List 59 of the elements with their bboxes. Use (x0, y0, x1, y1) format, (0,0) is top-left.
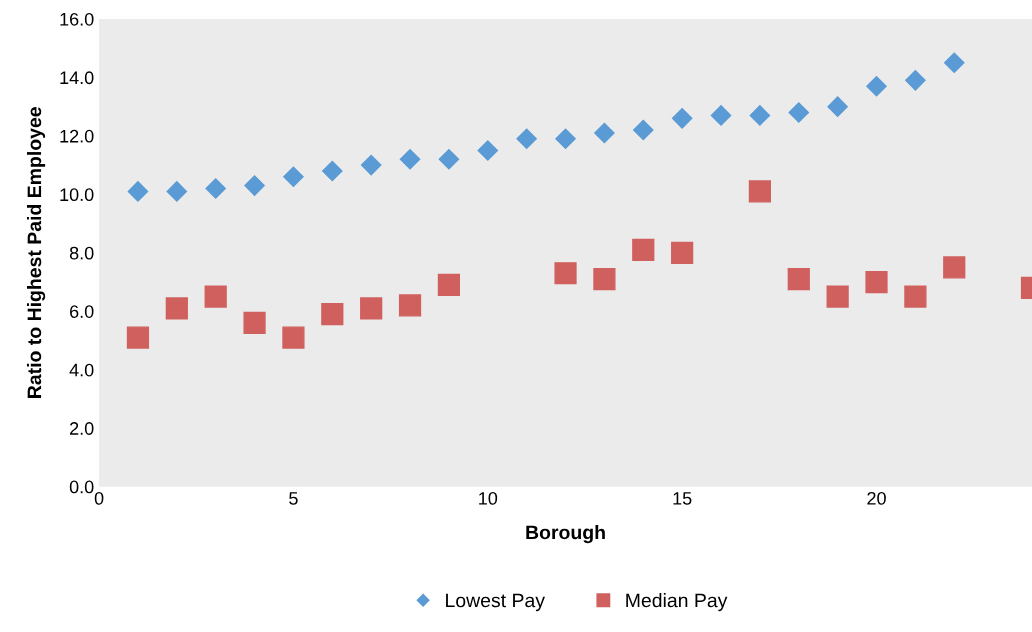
point (827, 96, 848, 117)
point (360, 154, 382, 176)
point (438, 148, 460, 170)
x-tick-label: 15 (673, 492, 692, 505)
point (126, 326, 150, 349)
point (398, 294, 422, 317)
point (671, 241, 694, 264)
y-tick-label: 8.0 (69, 246, 94, 260)
point (710, 105, 732, 126)
point (632, 238, 655, 261)
y-tick-label: 0.0 (69, 480, 94, 494)
point (633, 119, 654, 141)
point (516, 128, 537, 150)
y-tick-label: 6.0 (70, 305, 94, 318)
point (127, 181, 149, 202)
point (165, 297, 188, 320)
point (399, 148, 421, 170)
y-axis-title: Ratio to Highest Paid Employee (26, 107, 46, 398)
y-tick-label: 12.0 (60, 129, 94, 143)
point (866, 75, 887, 97)
point (555, 128, 576, 150)
point (554, 262, 577, 285)
point (166, 181, 188, 202)
y-tick-label: 2.0 (70, 422, 94, 435)
point (321, 303, 344, 326)
point (243, 311, 266, 335)
legend-label: Lowest Pay (446, 593, 545, 612)
point (322, 160, 343, 182)
point (865, 270, 888, 294)
x-tick-label: 10 (479, 491, 498, 505)
point (283, 166, 304, 188)
point (204, 285, 227, 308)
point (360, 297, 383, 320)
y-tick-label: 14.0 (60, 71, 94, 85)
x-axis-title: Borough (526, 525, 605, 544)
x-tick-label: 20 (867, 491, 886, 505)
y-tick-label: 4.0 (69, 363, 94, 377)
point (671, 108, 693, 129)
point (787, 267, 810, 291)
point (593, 267, 616, 291)
y-tick-label: 16.0 (60, 12, 94, 26)
legend-label: Median Pay (626, 593, 728, 612)
point (943, 52, 965, 74)
point (205, 178, 226, 199)
x-tick-label: 0 (94, 491, 104, 505)
point (282, 326, 305, 349)
point (905, 70, 926, 91)
point (826, 285, 849, 308)
y-tick-label: 10.0 (60, 188, 94, 202)
point (904, 285, 927, 308)
point (477, 140, 499, 161)
point (788, 102, 810, 123)
point (594, 122, 615, 144)
point (244, 175, 265, 196)
x-tick-label: 5 (289, 492, 298, 505)
point (943, 256, 966, 279)
point (748, 180, 772, 203)
point (437, 273, 461, 297)
point (749, 105, 771, 126)
